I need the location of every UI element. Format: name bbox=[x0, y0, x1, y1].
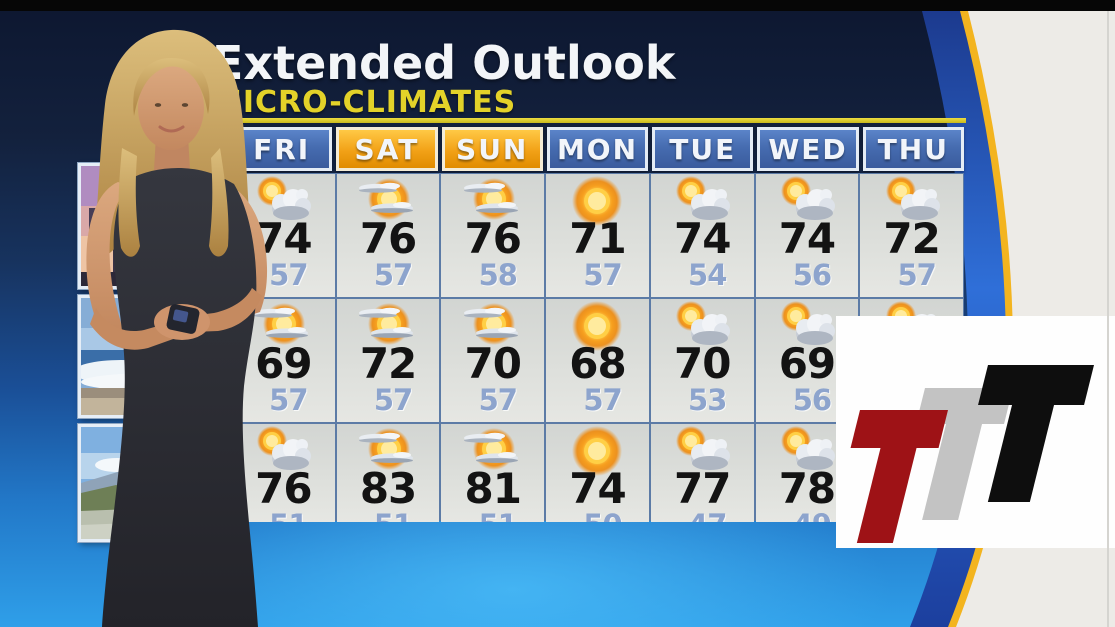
presenter-eye bbox=[181, 103, 189, 107]
station-logo-ttt bbox=[850, 365, 1094, 543]
logo-letter-t-red bbox=[850, 410, 948, 543]
top-letterbox-bar bbox=[0, 0, 1115, 11]
station-logo bbox=[836, 316, 1115, 548]
panel-edge-line bbox=[1107, 11, 1109, 627]
presenter-eye bbox=[154, 103, 162, 107]
